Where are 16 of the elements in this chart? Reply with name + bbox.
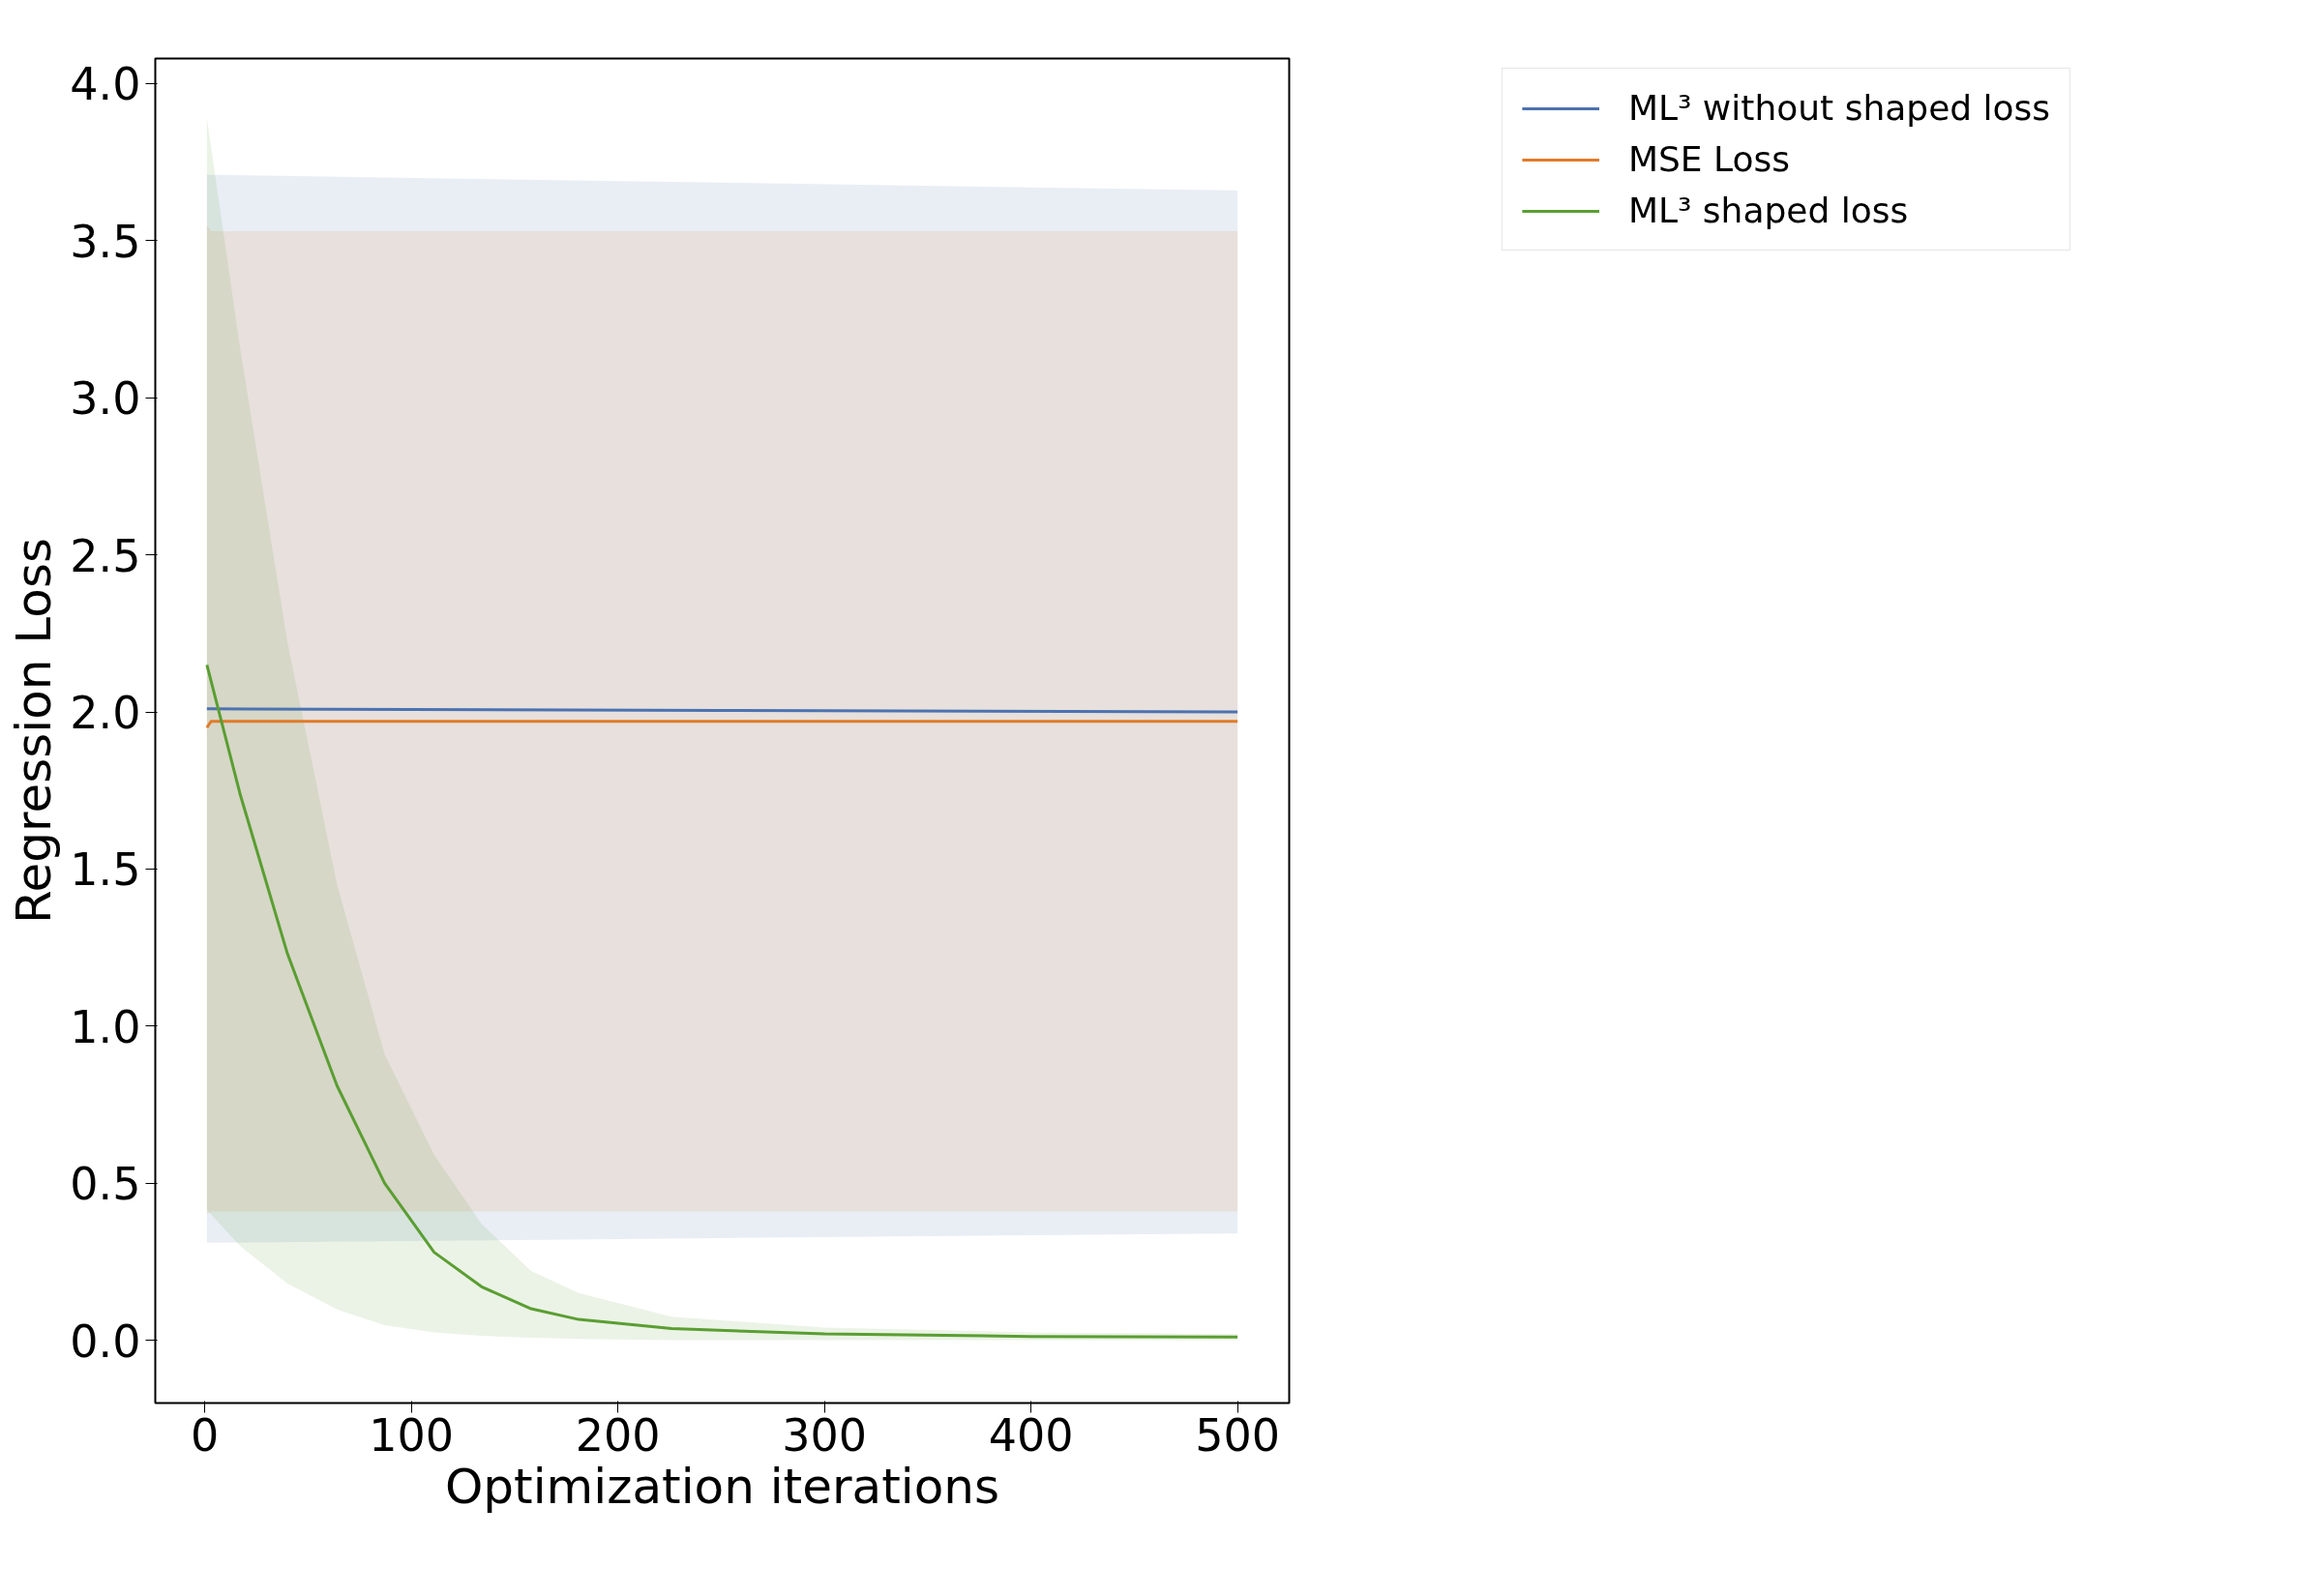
y-tick-label: 0.0 [70,1315,141,1368]
legend-label: MSE Loss [1627,139,1790,179]
y-tick-label: 0.5 [70,1158,141,1211]
y-tick-label: 2.0 [70,687,141,740]
y-tick-label: 3.5 [70,215,141,268]
y-tick-label: 1.0 [70,1000,141,1053]
x-tick-label: 500 [1195,1408,1281,1462]
y-axis-title: Regression Loss [6,537,63,925]
y-tick-label: 2.5 [70,529,141,582]
legend-label: ML³ without shaped loss [1627,88,2051,128]
legend-label: ML³ shaped loss [1627,191,1909,230]
y-tick-label: 4.0 [70,58,141,111]
x-tick-label: 0 [191,1408,220,1462]
y-tick-label: 3.0 [70,372,141,426]
y-tick-label: 1.5 [70,843,141,897]
line-series [205,663,1239,1339]
